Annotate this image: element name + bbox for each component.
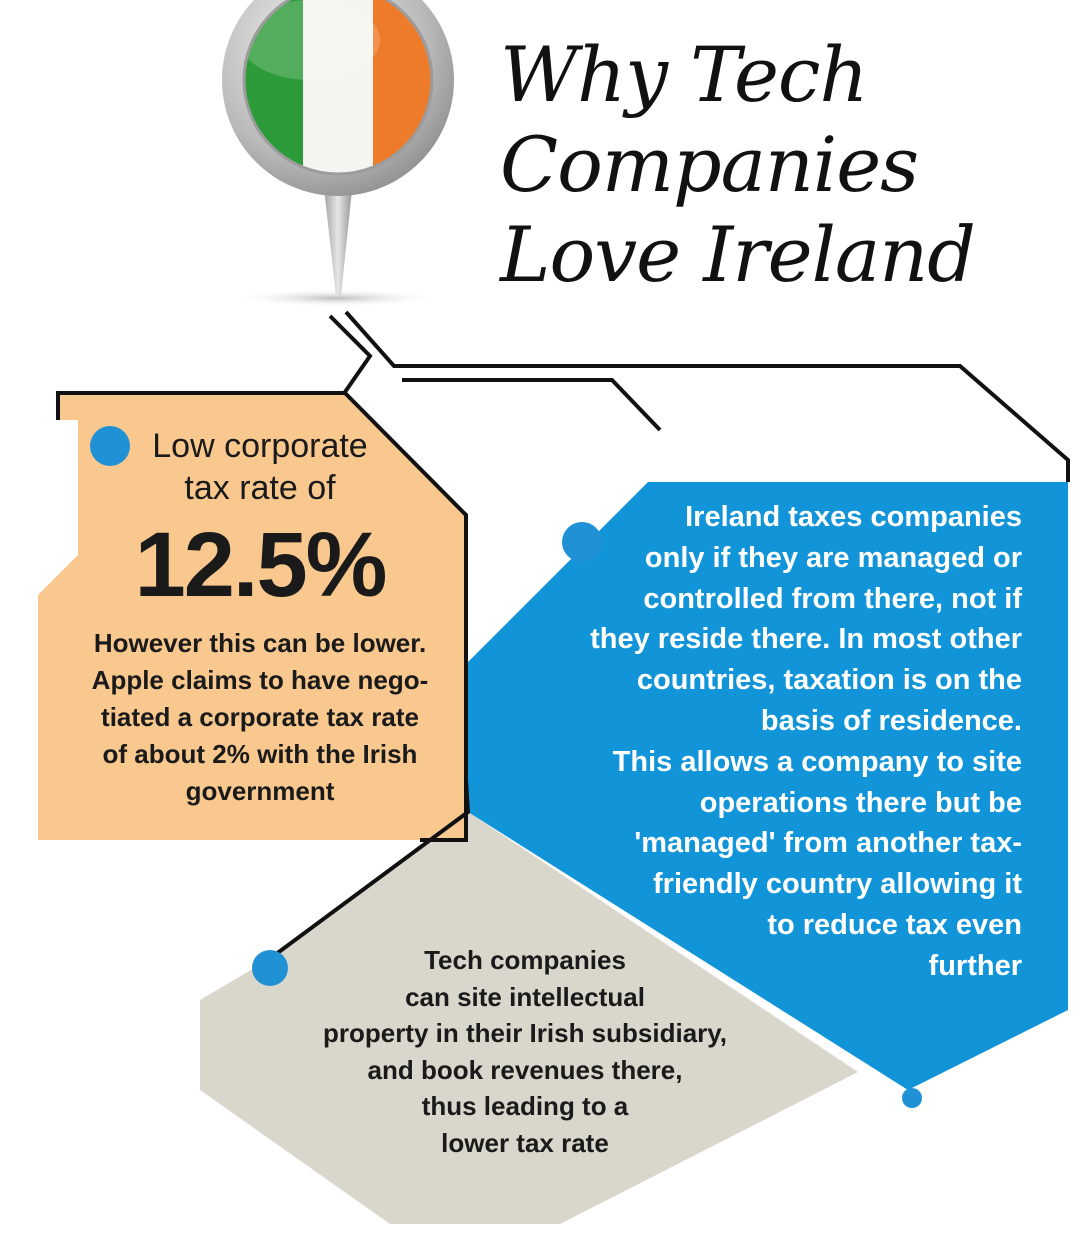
lead-line: tax rate of bbox=[184, 469, 336, 507]
note-line: government bbox=[185, 776, 335, 806]
connector-lines bbox=[56, 310, 1070, 968]
management-line: friendly country allowing it bbox=[653, 868, 1022, 901]
management-line: operations there but be bbox=[699, 786, 1022, 819]
management-rule-text: Ireland taxes companies only if they are… bbox=[502, 497, 1022, 987]
management-line: only if they are managed or bbox=[644, 541, 1022, 574]
note-line: Apple claims to have nego- bbox=[91, 665, 429, 695]
management-line: countries, taxation is on the bbox=[636, 664, 1022, 697]
bullet-dot-icon bbox=[902, 1088, 922, 1108]
management-line: This allows a company to site bbox=[612, 745, 1022, 778]
ireland-flag-map-pin-icon bbox=[222, 0, 454, 307]
orange-panel-shape bbox=[38, 393, 466, 840]
ip-line: Tech companies bbox=[424, 945, 626, 975]
intellectual-property-text: Tech companies can site intellectual pro… bbox=[290, 942, 760, 1161]
note-line: of about 2% with the Irish bbox=[102, 739, 418, 769]
blue-panel-shape bbox=[468, 482, 1068, 1090]
title-line: Why Tech bbox=[500, 30, 868, 119]
title-line: Companies bbox=[500, 120, 919, 209]
ip-line: property in their Irish subsidiary, bbox=[322, 1018, 728, 1048]
bullet-dot-icon bbox=[90, 426, 130, 466]
tax-rate-value: 12.5% bbox=[134, 514, 388, 616]
management-line: controlled from there, not if bbox=[643, 582, 1022, 615]
management-line: Ireland taxes companies bbox=[685, 501, 1022, 533]
management-line: basis of residence. bbox=[760, 704, 1022, 737]
note-line: tiated a corporate tax rate bbox=[101, 702, 419, 732]
title-line: Love Ireland bbox=[500, 210, 976, 299]
note-line: However this can be lower. bbox=[93, 628, 427, 658]
tax-rate-note: However this can be lower. Apple claims … bbox=[60, 625, 460, 810]
bullet-dot-icon bbox=[562, 522, 602, 562]
management-line: 'managed' from another tax- bbox=[634, 827, 1022, 860]
grey-panel-shape bbox=[200, 812, 858, 1224]
ip-line: lower tax rate bbox=[441, 1127, 609, 1158]
ip-line: and book revenues there, bbox=[367, 1054, 683, 1085]
management-line: they reside there. In most other bbox=[590, 623, 1022, 656]
ip-line: thus leading to a bbox=[421, 1091, 629, 1121]
ip-line: can site intellectual bbox=[405, 981, 645, 1012]
lead-line: Low corporate bbox=[152, 427, 368, 465]
bullet-dot-icon bbox=[252, 950, 288, 986]
tax-rate-lead: Low corporate tax rate of bbox=[60, 425, 460, 509]
management-line: further bbox=[928, 949, 1022, 982]
management-line: to reduce tax even bbox=[767, 908, 1022, 941]
page-title: Why Tech Companies Love Ireland bbox=[500, 30, 1060, 300]
